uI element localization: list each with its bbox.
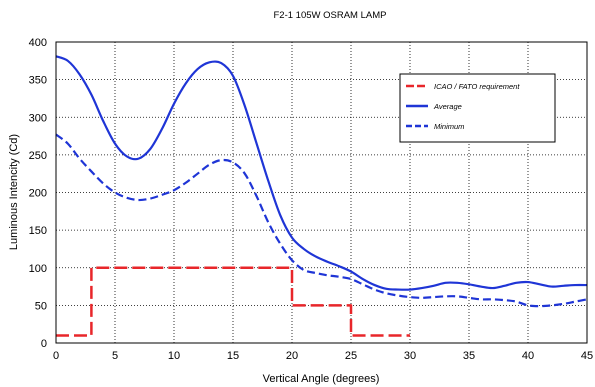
x-tick-label: 5 bbox=[112, 350, 118, 362]
legend-box bbox=[399, 73, 556, 143]
y-tick-label: 200 bbox=[29, 188, 47, 200]
x-tick-label: 40 bbox=[522, 350, 534, 362]
grid bbox=[56, 42, 587, 343]
x-tick-label: 15 bbox=[227, 350, 239, 362]
legend: ICAO / FATO requirement Average Minimum bbox=[399, 73, 556, 143]
y-tick-label: 100 bbox=[29, 263, 47, 275]
y-tick-label: 300 bbox=[29, 112, 47, 124]
series-line-icao-fato-requirement bbox=[56, 266, 410, 337]
y-tick-label: 400 bbox=[29, 37, 47, 49]
series-line-minimum bbox=[55, 133, 588, 308]
x-tick-label: 10 bbox=[168, 350, 180, 362]
plot-frame bbox=[55, 41, 588, 344]
y-tick-label: 50 bbox=[35, 300, 47, 312]
x-axis-label: Vertical Angle (degrees) bbox=[263, 373, 380, 385]
x-tick-label: 0 bbox=[53, 350, 59, 362]
series-group bbox=[55, 55, 588, 337]
x-tick-label: 45 bbox=[581, 350, 593, 362]
y-tick-label: 150 bbox=[29, 225, 47, 237]
chart-title: F2-1 105W OSRAM LAMP bbox=[274, 10, 387, 21]
tick-labels: 0 5 10 15 20 25 30 35 40 45 0 50 100 150 200 250 300 350 4… bbox=[29, 37, 593, 362]
y-tick-label: 350 bbox=[29, 75, 47, 87]
y-tick-label: 250 bbox=[29, 150, 47, 162]
legend-label-minimum: Minimum bbox=[434, 122, 464, 131]
x-tick-label: 25 bbox=[345, 350, 357, 362]
y-tick-label: 0 bbox=[41, 338, 47, 350]
x-tick-label: 35 bbox=[463, 350, 475, 362]
y-axis-label: Luminous Intencity (Cd) bbox=[8, 134, 20, 250]
x-tick-label: 30 bbox=[404, 350, 416, 362]
x-tick-label: 20 bbox=[286, 350, 298, 362]
series-line-average bbox=[55, 55, 588, 291]
legend-label-average: Average bbox=[433, 102, 462, 111]
legend-label-icao: ICAO / FATO requirement bbox=[434, 82, 520, 91]
